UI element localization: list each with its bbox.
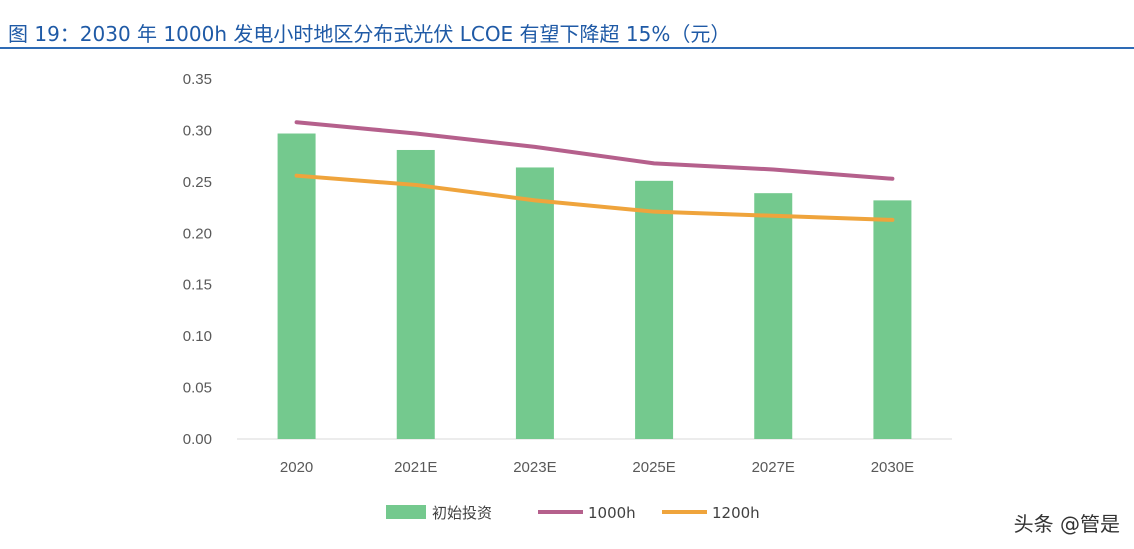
figure-title: 图 19：2030 年 1000h 发电小时地区分布式光伏 LCOE 有望下降超… <box>8 22 731 46</box>
y-tick-label: 0.00 <box>183 431 212 448</box>
legend-label-1000h: 1000h <box>588 504 636 522</box>
x-tick-label: 2020 <box>280 459 313 476</box>
line-1000h <box>294 120 895 181</box>
y-tick-label: 0.25 <box>183 174 212 191</box>
x-tick-label: 2027E <box>752 459 795 476</box>
y-tick-label: 0.20 <box>183 225 212 242</box>
bar-2030E <box>873 200 912 439</box>
bar-2023E <box>515 167 554 439</box>
y-tick-label: 0.05 <box>183 380 212 397</box>
title-divider <box>0 47 1134 49</box>
line-1200h <box>294 173 895 222</box>
y-tick-label: 0.15 <box>183 277 212 294</box>
legend-swatch-初始投资 <box>386 505 426 519</box>
y-tick-label: 0.35 <box>183 71 212 88</box>
bar-2021E <box>396 149 435 439</box>
y-tick-label: 0.30 <box>183 122 212 139</box>
y-tick-label: 0.10 <box>183 328 212 345</box>
x-tick-label: 2025E <box>632 459 675 476</box>
x-tick-label: 2021E <box>394 459 437 476</box>
legend-label-1200h: 1200h <box>712 504 760 522</box>
bar-2027E <box>754 193 793 439</box>
legend-label-初始投资: 初始投资 <box>432 504 492 522</box>
bar-2020 <box>277 133 316 439</box>
watermark: 头条 @管是 <box>1013 512 1120 536</box>
x-tick-label: 2030E <box>871 459 914 476</box>
x-tick-label: 2023E <box>513 459 556 476</box>
bar-2025E <box>635 180 674 440</box>
